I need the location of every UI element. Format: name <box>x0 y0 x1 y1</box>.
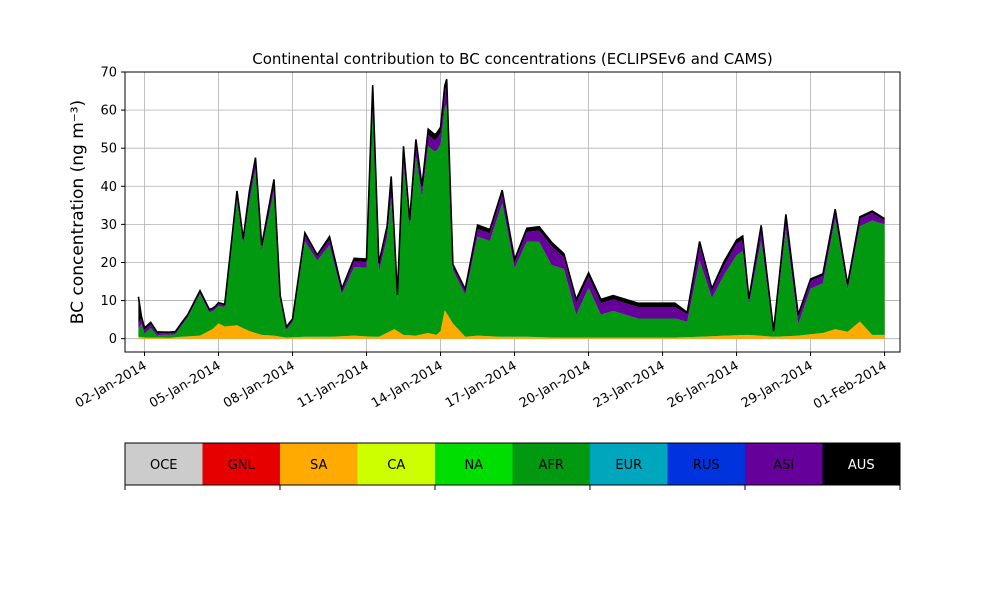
legend-swatch-ca <box>357 443 436 485</box>
y-axis-label: BC concentration (ng m⁻³) <box>68 100 88 324</box>
legend-swatch-afr <box>512 443 591 485</box>
x-tick-label: 11-Jan-2014 <box>295 358 372 411</box>
legend-label: AUS <box>848 458 875 473</box>
legend-swatch-oce <box>125 443 203 485</box>
y-tick-label: 40 <box>100 180 117 195</box>
legend-label: OCE <box>150 458 178 473</box>
legend-label: CA <box>387 458 405 473</box>
y-axis-ticks: 0 10 20 30 40 50 60 70 <box>100 66 125 347</box>
legend-swatch-gnl <box>202 443 281 485</box>
y-tick-label: 20 <box>100 256 117 271</box>
y-tick-label: 10 <box>100 294 117 309</box>
y-tick-label: 0 <box>109 332 117 347</box>
x-tick-label: 08-Jan-2014 <box>221 358 298 411</box>
y-tick-label: 60 <box>100 104 117 119</box>
x-tick-label: 02-Jan-2014 <box>73 358 150 411</box>
x-tick-label: 29-Jan-2014 <box>739 358 816 411</box>
legend-label: NA <box>464 458 483 473</box>
legend-label: RUS <box>693 458 720 473</box>
area-series-sa <box>138 310 885 339</box>
x-tick-label: 17-Jan-2014 <box>443 358 520 411</box>
legend-swatch-aus <box>822 443 901 485</box>
x-tick-label: 01-Feb-2014 <box>811 358 890 412</box>
legend-frame <box>124 442 901 486</box>
x-tick-label: 20-Jan-2014 <box>517 358 594 411</box>
legend-label: AFR <box>539 458 564 473</box>
y-tick-label: 70 <box>100 66 117 81</box>
x-tick-label: 26-Jan-2014 <box>665 358 742 411</box>
area-series-asi <box>138 84 885 336</box>
total-outline <box>137 78 886 334</box>
x-axis-ticks: 02-Jan-201405-Jan-201408-Jan-201411-Jan-… <box>73 352 890 412</box>
legend-label: SA <box>310 458 327 473</box>
area-series-afr <box>138 103 885 338</box>
legend-label: ASI <box>773 458 794 473</box>
x-tick-label: 14-Jan-2014 <box>369 358 446 411</box>
y-tick-label: 50 <box>100 142 117 157</box>
x-tick-label: 05-Jan-2014 <box>147 358 224 411</box>
plot-frame <box>124 71 901 353</box>
y-tick-label: 30 <box>100 218 117 233</box>
legend-swatch-rus <box>667 443 746 485</box>
legend: OCE GNL SA CA NA AFR EUR RUS ASI AUS <box>124 442 901 490</box>
legend-swatch-eur <box>590 443 668 485</box>
x-tick-label: 23-Jan-2014 <box>591 358 668 411</box>
chart-title: Continental contribution to BC concentra… <box>252 50 773 68</box>
legend-swatch-na <box>435 443 513 485</box>
legend-label: GNL <box>228 458 256 473</box>
legend-label: EUR <box>615 458 642 473</box>
stacked-areas <box>137 78 886 339</box>
legend-swatch-asi <box>745 443 823 485</box>
legend-swatch-sa <box>280 443 358 485</box>
